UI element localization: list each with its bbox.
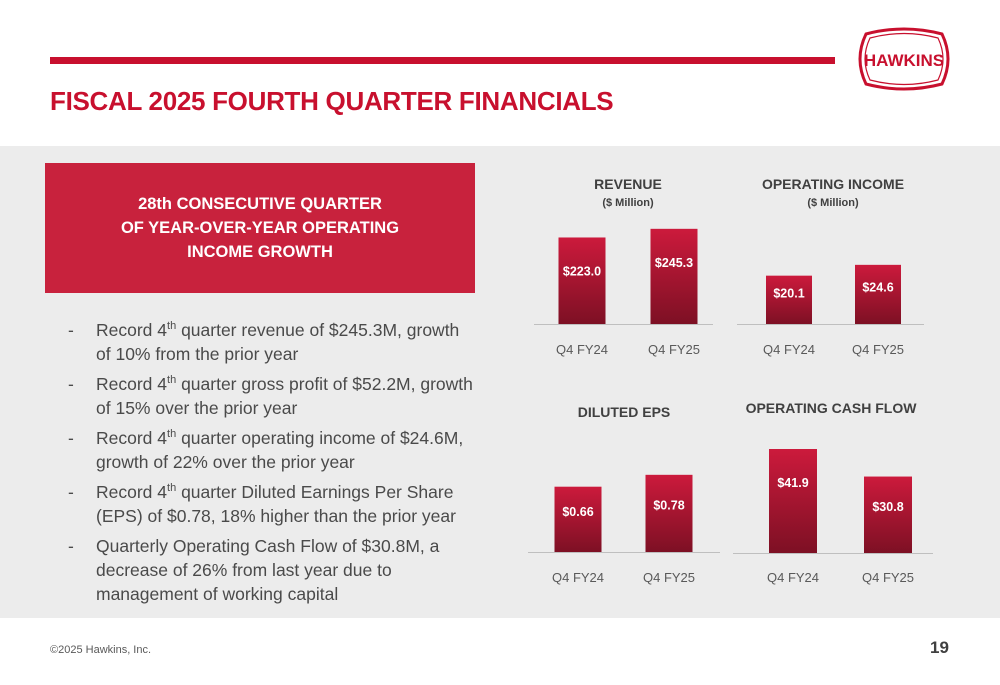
bullet-text: Record 4th quarter revenue of $245.3M, g… [96,320,460,364]
bullet-item: - Record 4th quarter revenue of $245.3M,… [68,318,478,366]
chart-subtitle: ($ Million) [807,197,859,209]
copyright: ©2025 Hawkins, Inc. [50,644,152,656]
revenue-chart: REVENUE ($ Million) $223.0 Q4 FY24 $245.3 Q… [528,172,728,392]
bullet-text: Record 4th quarter gross profit of $52.2… [96,374,473,418]
x-tick-label: Q4 FY24 [767,570,819,585]
highlight-line: INCOME GROWTH [187,243,333,261]
bullet-text: Quarterly Operating Cash Flow of $30.8M,… [96,536,440,604]
bar-q4-fy25 [864,476,912,553]
bullet-dash: - [68,374,74,394]
chart-subtitle: ($ Million) [602,197,654,209]
highlight-line: OF YEAR-OVER-YEAR OPERATING [120,219,400,237]
x-tick-label: Q4 FY24 [552,570,604,585]
bar-q4-fy24 [766,275,812,324]
bar-q4-fy24 [554,486,602,552]
data-label: $0.66 [562,505,593,519]
chart-title: OPERATING INCOME [761,176,905,192]
data-label: $24.6 [862,280,893,294]
hawkins-logo: HAWKINS [858,27,950,91]
x-tick-label: Q4 FY25 [648,342,700,357]
diluted-eps-chart: DILUTED EPS $0.66 Q4 FY24 $0.78 Q4 FY25 [524,400,724,620]
bullet-text: Record 4th quarter operating income of $… [96,428,464,472]
bullet-dash: - [68,320,74,340]
bar-q4-fy24 [769,449,817,553]
bullet-dash: - [68,536,74,556]
chart-title: OPERATING CASH FLOW [745,400,917,416]
highlight-box: 28th CONSECUTIVE QUARTER OF YEAR-OVER-YE… [45,163,475,293]
x-tick-label: Q4 FY24 [763,342,815,357]
data-label: $223.0 [563,264,601,278]
data-label: $0.78 [653,499,684,513]
chart-title: DILUTED EPS [577,404,671,420]
bullet-item: - Quarterly Operating Cash Flow of $30.8… [68,534,478,606]
chart-title: REVENUE [594,176,662,192]
highlight-line: 28th CONSECUTIVE QUARTER [138,195,382,213]
data-label: $41.9 [777,476,808,490]
bar-q4-fy25 [645,474,693,552]
top-rule [50,57,835,64]
operating-income-chart: OPERATING INCOME ($ Million) $20.1 Q4 FY2… [733,172,933,392]
bullet-item: - Record 4th quarter operating income of… [68,426,478,474]
bullet-dash: - [68,428,74,448]
data-label: $20.1 [773,286,804,300]
chart-plot: $20.1 Q4 FY24 $24.6 Q4 FY25 [737,264,924,357]
chart-plot: $223.0 Q4 FY24 $245.3 Q4 FY25 [534,228,713,357]
bar-q4-fy25 [650,228,698,324]
x-tick-label: Q4 FY25 [862,570,914,585]
data-label: $245.3 [655,256,693,270]
bullet-dash: - [68,482,74,502]
bar-q4-fy24 [558,237,606,324]
operating-cash-flow-chart: OPERATING CASH FLOW $41.9 Q4 FY24 $30.8 Q4 … [731,398,933,618]
chart-plot: $41.9 Q4 FY24 $30.8 Q4 FY25 [733,449,933,585]
x-tick-label: Q4 FY24 [556,342,608,357]
page-number: 19 [930,638,949,657]
page-title: FISCAL 2025 FOURTH QUARTER FINANCIALS [50,86,614,116]
data-label: $30.8 [872,500,903,514]
bullet-item: - Record 4th quarter gross profit of $52… [68,372,478,420]
bullet-text: Record 4th quarter Diluted Earnings Per … [96,482,456,526]
bullet-item: - Record 4th quarter Diluted Earnings Pe… [68,480,478,528]
x-tick-label: Q4 FY25 [852,342,904,357]
chart-plot: $0.66 Q4 FY24 $0.78 Q4 FY25 [528,474,720,585]
x-tick-label: Q4 FY25 [643,570,695,585]
bar-q4-fy25 [855,264,901,324]
bullet-list: - Record 4th quarter revenue of $245.3M,… [68,318,478,612]
logo-text: HAWKINS [864,51,944,70]
